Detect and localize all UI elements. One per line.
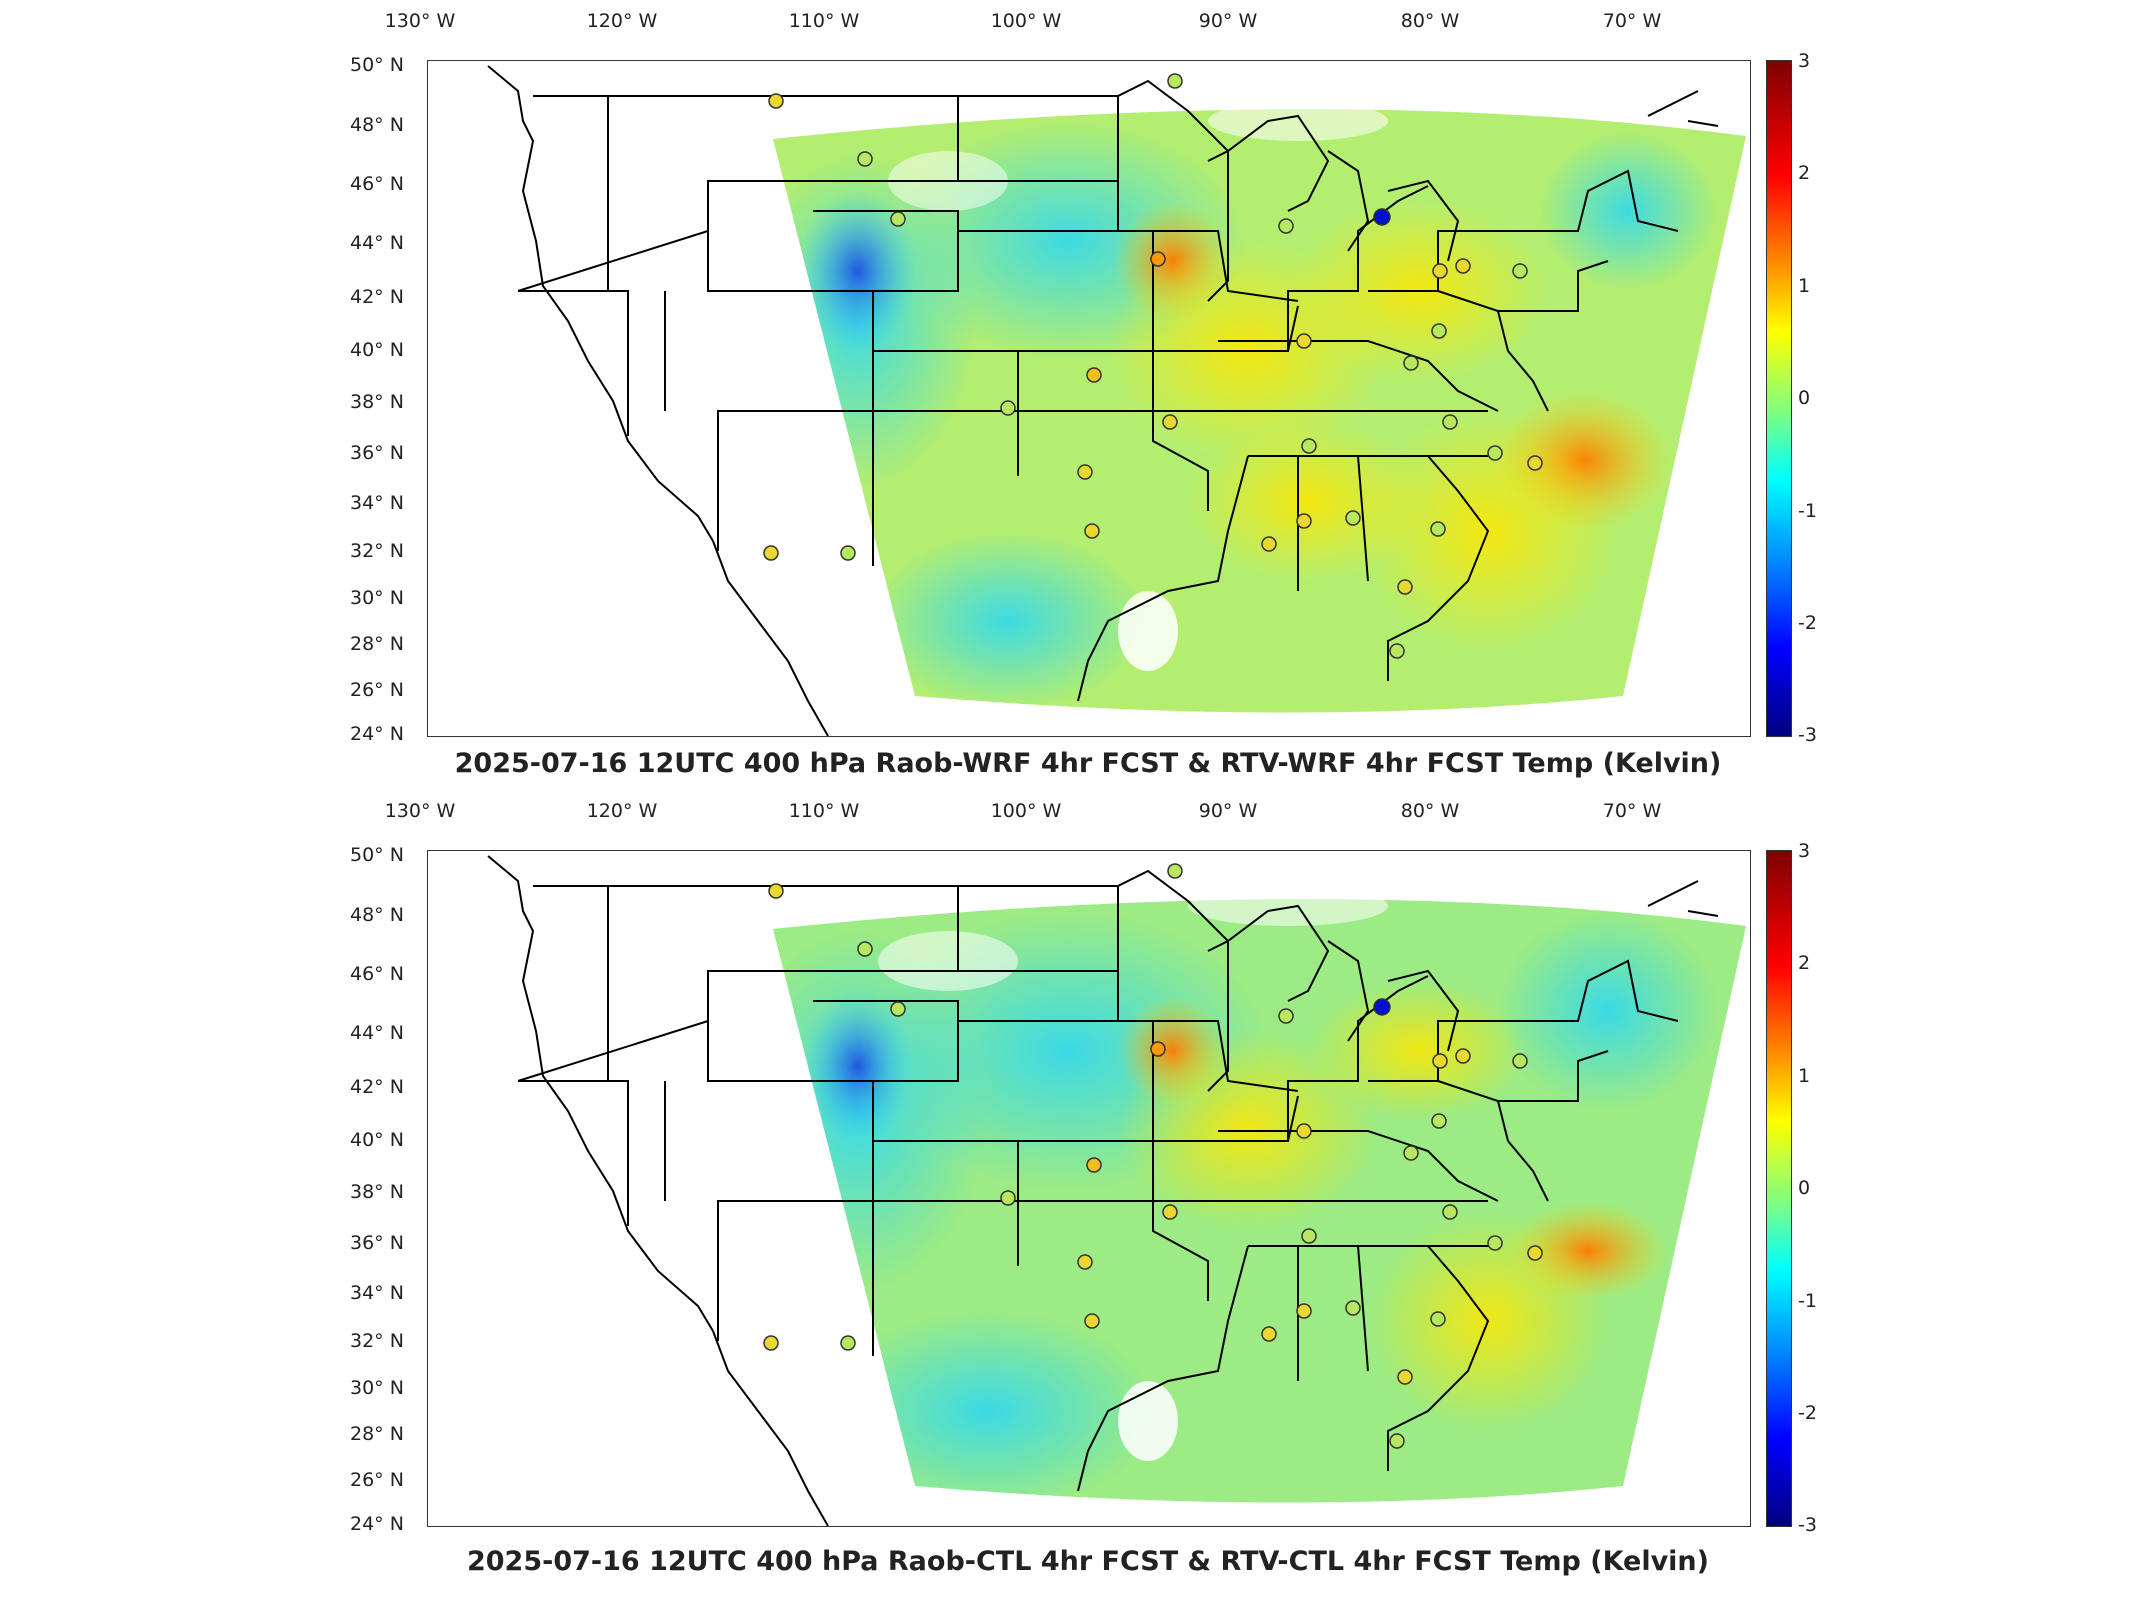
map-panel-bottom: 130° W 120° W 110° W 100° W 90° W 80° W …	[0, 790, 2133, 1580]
lon-label: 120° W	[586, 10, 658, 32]
panel-title: 2025-07-16 12UTC 400 hPa Raob-WRF 4hr FC…	[454, 748, 1722, 779]
map-panel-top: 130° W 120° W 110° W 100° W 90° W 80° W …	[0, 0, 2133, 790]
lon-label: 80° W	[1400, 800, 1460, 822]
lat-label: 40° N	[350, 339, 404, 361]
colorbar-tick: 1	[1798, 1065, 1811, 1087]
lat-label: 46° N	[350, 173, 404, 195]
lat-label: 42° N	[350, 1076, 404, 1098]
station-markers	[763, 863, 1543, 1449]
colorbar-tick: 1	[1798, 275, 1811, 297]
lon-label: 100° W	[990, 10, 1062, 32]
lat-label: 40° N	[350, 1129, 404, 1151]
lat-label: 50° N	[350, 844, 404, 866]
lon-label: 80° W	[1400, 10, 1460, 32]
colorbar-tick: -2	[1798, 612, 1817, 634]
lon-label: 70° W	[1602, 800, 1662, 822]
temperature-field	[773, 109, 1746, 713]
lon-label: 90° W	[1198, 10, 1258, 32]
colorbar-tick: -2	[1798, 1402, 1817, 1424]
lat-label: 32° N	[350, 540, 404, 562]
map-svg	[487, 65, 1746, 736]
map-area	[427, 60, 1751, 737]
colorbar-tick: 3	[1798, 840, 1811, 862]
colorbar-tick: 3	[1798, 50, 1811, 72]
colorbar	[1766, 850, 1792, 1527]
lat-label: 48° N	[350, 114, 404, 136]
lat-label: 36° N	[350, 1232, 404, 1254]
lon-label: 90° W	[1198, 800, 1258, 822]
map-area	[427, 850, 1751, 1527]
lat-label: 44° N	[350, 1022, 404, 1044]
station-markers	[763, 73, 1543, 659]
colorbar-tick: -1	[1798, 1290, 1817, 1312]
colorbar-tick: -1	[1798, 500, 1817, 522]
colorbar-tick: 2	[1798, 162, 1811, 184]
lat-label: 44° N	[350, 232, 404, 254]
colorbar-tick: 0	[1798, 387, 1811, 409]
lon-label: 70° W	[1602, 10, 1662, 32]
colorbar-tick: -3	[1798, 1514, 1817, 1536]
lat-label: 26° N	[350, 1469, 404, 1491]
lat-label: 36° N	[350, 442, 404, 464]
lat-label: 48° N	[350, 904, 404, 926]
colorbar-tick: 2	[1798, 952, 1811, 974]
lat-label: 30° N	[350, 587, 404, 609]
lat-label: 32° N	[350, 1330, 404, 1352]
lon-label: 130° W	[384, 800, 456, 822]
panel-title: 2025-07-16 12UTC 400 hPa Raob-CTL 4hr FC…	[466, 1546, 1709, 1577]
colorbar	[1766, 60, 1792, 737]
lat-label: 38° N	[350, 1181, 404, 1203]
map-svg	[487, 855, 1746, 1526]
lat-label: 50° N	[350, 54, 404, 76]
lat-label: 30° N	[350, 1377, 404, 1399]
colorbar-tick: 0	[1798, 1177, 1811, 1199]
lat-label: 46° N	[350, 963, 404, 985]
lat-label: 28° N	[350, 1423, 404, 1445]
lat-label: 38° N	[350, 391, 404, 413]
lon-label: 130° W	[384, 10, 456, 32]
lon-label: 100° W	[990, 800, 1062, 822]
lon-label: 120° W	[586, 800, 658, 822]
state-boundaries	[487, 855, 1719, 1526]
lat-label: 24° N	[350, 723, 404, 745]
lat-label: 26° N	[350, 679, 404, 701]
colorbar-tick: -3	[1798, 724, 1817, 746]
lon-label: 110° W	[788, 10, 860, 32]
state-boundaries	[487, 65, 1719, 736]
lat-label: 34° N	[350, 1282, 404, 1304]
lat-label: 24° N	[350, 1513, 404, 1535]
lon-label: 110° W	[788, 800, 860, 822]
lat-label: 42° N	[350, 286, 404, 308]
temperature-field	[773, 899, 1746, 1503]
lat-label: 28° N	[350, 633, 404, 655]
lat-label: 34° N	[350, 492, 404, 514]
